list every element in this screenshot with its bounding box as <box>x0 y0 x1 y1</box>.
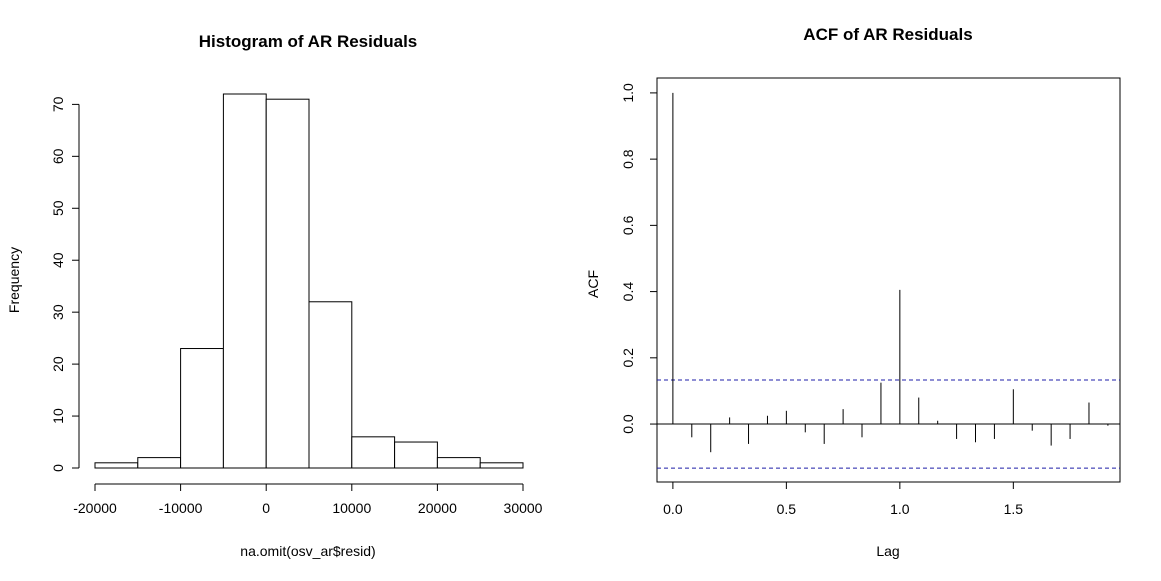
histogram-y-tick-label: 30 <box>50 304 66 320</box>
acf-x-tick-label: 0.0 <box>663 501 683 517</box>
acf-x-tick-label: 1.0 <box>890 501 910 517</box>
histogram-x-tick-label: 20000 <box>418 500 457 516</box>
histogram-x-tick-label: -10000 <box>159 500 203 516</box>
acf-spikes <box>672 92 1109 453</box>
histogram-title: Histogram of AR Residuals <box>199 32 418 51</box>
acf-y-tick-label: 0.6 <box>620 215 636 235</box>
acf-y-tick-label: 1.0 <box>620 83 636 103</box>
acf-ylabel: ACF <box>585 270 601 298</box>
histogram-x-tick-label: 10000 <box>332 500 371 516</box>
histogram-x-tick-label: 0 <box>262 500 270 516</box>
acf-plot-box <box>656 77 1121 483</box>
acf-confidence-bands <box>657 379 1120 469</box>
histogram-bars <box>94 93 524 469</box>
histogram-bar-1 <box>137 457 182 469</box>
acf-panel: ACF of AR Residuals Lag ACF 0.0 0.5 1.0 1.5… <box>585 25 1121 559</box>
histogram-x-axis: -20000 -10000 0 10000 20000 30000 <box>73 483 543 516</box>
histogram-bar-4 <box>265 98 310 469</box>
acf-x-axis: 0.0 0.5 1.0 1.5 <box>663 482 1023 517</box>
acf-y-tick-label: 0.4 <box>620 282 636 302</box>
histogram-y-tick-label: 60 <box>50 148 66 164</box>
histogram-bar-9 <box>479 462 524 469</box>
histogram-y-tick-label: 20 <box>50 356 66 372</box>
histogram-y-tick-label: 50 <box>50 200 66 216</box>
histogram-y-tick-label: 10 <box>50 408 66 424</box>
acf-y-tick-label: 0.2 <box>620 348 636 368</box>
acf-y-axis: 0.0 0.2 0.4 0.6 0.8 1.0 <box>620 83 657 434</box>
acf-title: ACF of AR Residuals <box>803 25 972 44</box>
histogram-y-tick-label: 0 <box>50 464 66 472</box>
acf-y-tick-label: 0.8 <box>620 149 636 169</box>
histogram-panel: Histogram of AR Residuals na.omit(osv_ar… <box>6 32 543 559</box>
acf-xlabel: Lag <box>876 543 899 559</box>
histogram-ylabel: Frequency <box>6 247 22 313</box>
histogram-bar-0 <box>94 462 139 469</box>
acf-y-tick-label: 0.0 <box>620 414 636 434</box>
acf-x-tick-label: 1.5 <box>1004 501 1024 517</box>
histogram-xlabel: na.omit(osv_ar$resid) <box>240 543 375 559</box>
acf-x-tick-label: 0.5 <box>777 501 797 517</box>
histogram-y-axis: 0 10 20 30 40 50 60 70 <box>50 96 80 472</box>
histogram-bar-2 <box>180 348 224 469</box>
histogram-y-tick-label: 40 <box>50 252 66 268</box>
histogram-bar-8 <box>436 457 481 469</box>
histogram-bar-6 <box>351 436 396 469</box>
histogram-bar-5 <box>308 301 353 469</box>
histogram-x-tick-label: 30000 <box>504 500 543 516</box>
histogram-x-tick-label: -20000 <box>73 500 117 516</box>
histogram-y-tick-label: 70 <box>50 96 66 112</box>
histogram-bar-3 <box>222 93 267 469</box>
histogram-bar-7 <box>394 441 438 469</box>
